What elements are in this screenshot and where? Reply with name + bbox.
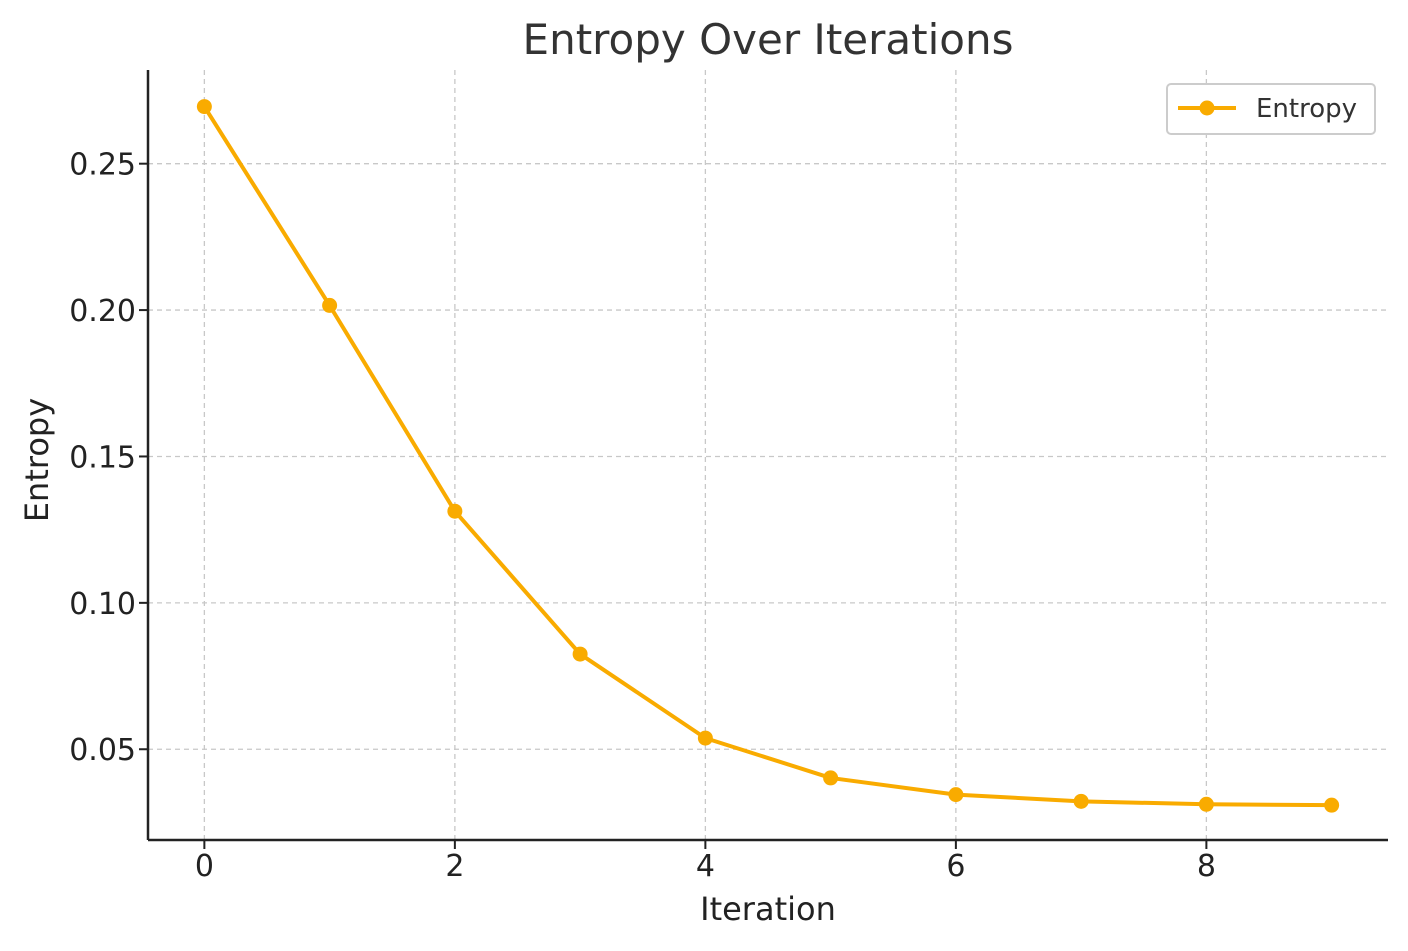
y-tick-label: 0.05 xyxy=(69,733,136,768)
x-tick-label: 0 xyxy=(195,849,214,884)
data-point xyxy=(572,646,588,662)
legend-box xyxy=(1166,83,1376,135)
data-point xyxy=(196,99,212,115)
x-axis-label: Iteration xyxy=(700,890,836,928)
series-line-entropy xyxy=(202,104,1334,808)
ticks: 0 2 4 6 8 0.05 0.10 0.15 0.20 0.25 xyxy=(69,148,1216,884)
x-tick-label: 8 xyxy=(1197,849,1216,884)
y-tick-label: 0.20 xyxy=(69,294,136,329)
data-point xyxy=(697,730,713,746)
data-point xyxy=(948,787,964,803)
legend: Entropy xyxy=(1166,83,1376,135)
grid xyxy=(148,70,1388,840)
y-tick-label: 0.10 xyxy=(69,587,136,622)
series xyxy=(196,99,1340,813)
legend-label: Entropy xyxy=(1256,94,1357,124)
data-point xyxy=(322,297,338,313)
data-point xyxy=(1073,793,1089,809)
y-tick-label: 0.15 xyxy=(69,440,136,475)
data-point xyxy=(447,503,463,519)
data-point xyxy=(823,770,839,786)
y-axis-label: Entropy xyxy=(18,398,56,522)
x-tick-label: 4 xyxy=(696,849,715,884)
chart-title: Entropy Over Iterations xyxy=(523,15,1014,64)
x-tick-label: 6 xyxy=(946,849,965,884)
data-point xyxy=(1324,797,1340,813)
data-point xyxy=(1198,796,1214,812)
legend-marker xyxy=(1199,100,1215,116)
y-tick-label: 0.25 xyxy=(69,148,136,183)
x-tick-label: 2 xyxy=(445,849,464,884)
